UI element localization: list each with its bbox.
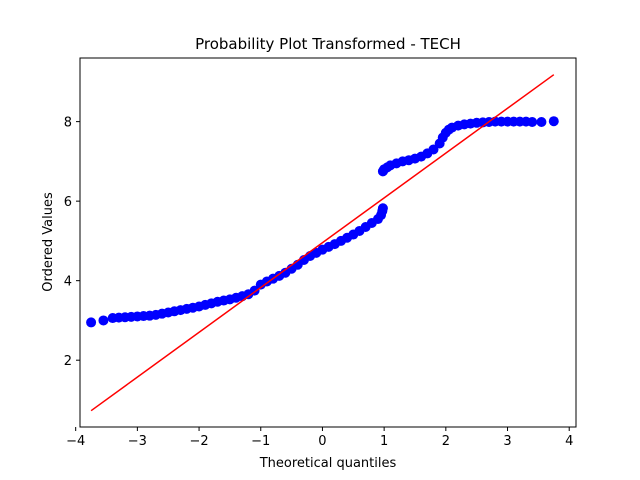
y-axis-label: Ordered Values (41, 192, 56, 292)
x-tick-label: −4 (66, 434, 85, 449)
x-tick-label: 4 (565, 434, 573, 449)
plot-area-frame (79, 57, 577, 428)
x-tick-label: −2 (189, 434, 208, 449)
fit-line (90, 74, 555, 412)
x-tick-label: 2 (442, 434, 450, 449)
x-tick-label: 3 (503, 434, 511, 449)
data-point (86, 317, 97, 328)
x-tick-label: −1 (251, 434, 270, 449)
x-tick-label: 0 (318, 434, 326, 449)
fit-line-layer (90, 74, 555, 412)
data-point (548, 116, 559, 127)
data-point (527, 117, 538, 128)
data-point (98, 315, 109, 326)
data-point (377, 203, 388, 214)
y-tick-label: 4 (64, 275, 72, 290)
chart-title: Probability Plot Transformed - TECH (195, 35, 461, 53)
x-axis-label: Theoretical quantiles (259, 456, 397, 471)
x-tick-label: −3 (128, 434, 147, 449)
data-point (428, 144, 439, 155)
x-axis-ticks: −4 −3 −2 −1 0 1 2 3 4 (66, 427, 573, 449)
y-axis-ticks: 2 4 6 8 (64, 116, 80, 369)
y-tick-label: 2 (64, 354, 72, 369)
x-tick-label: 1 (380, 434, 388, 449)
y-tick-label: 6 (64, 195, 72, 210)
data-point (536, 117, 547, 128)
y-tick-label: 8 (64, 116, 72, 131)
